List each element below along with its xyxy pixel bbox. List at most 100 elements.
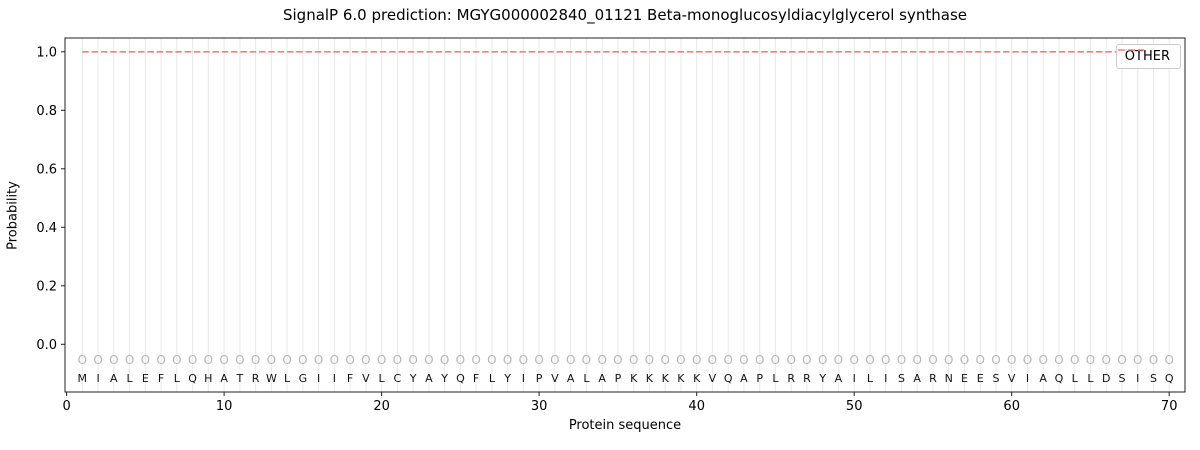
sequence-letter: A: [913, 372, 921, 385]
legend-label-other: OTHER: [1124, 49, 1170, 64]
residue-tag: O: [944, 353, 953, 367]
residue-tag: O: [251, 353, 260, 367]
residue-tag: O: [534, 353, 543, 367]
y-tick-label: 0.0: [36, 338, 57, 353]
residue-tag: O: [298, 353, 307, 367]
residue-tag: O: [219, 353, 228, 367]
sequence-letter: K: [646, 372, 654, 385]
chart-title: SignalP 6.0 prediction: MGYG000002840_01…: [282, 6, 968, 24]
residue-tag: O: [267, 353, 276, 367]
residue-tag: O: [1023, 353, 1032, 367]
residue-tag: O: [1054, 353, 1063, 367]
sequence-letter: M: [78, 372, 88, 385]
sequence-letter: I: [1136, 372, 1139, 385]
residue-tag: O: [1038, 353, 1047, 367]
y-tick-label: 0.4: [36, 221, 57, 236]
residue-tag: O: [314, 353, 323, 367]
residue-tag: O: [1117, 353, 1126, 367]
residue-tag: O: [487, 353, 496, 367]
residue-tag: O: [755, 353, 764, 367]
residue-tag: O: [1133, 353, 1142, 367]
sequence-letter: K: [693, 372, 701, 385]
residue-tag: O: [361, 353, 370, 367]
sequence-letter: V: [551, 372, 559, 385]
sequence-letter: S: [1150, 372, 1157, 385]
residue-tag: O: [1086, 353, 1095, 367]
sequence-letter: L: [174, 372, 181, 385]
residue-tag: O: [597, 353, 606, 367]
sequence-letter: R: [787, 372, 795, 385]
sequence-letter: I: [1026, 372, 1029, 385]
sequence-letter: L: [1072, 372, 1079, 385]
residue-tag: O: [975, 353, 984, 367]
residue-tag: O: [802, 353, 811, 367]
residue-tag: O: [503, 353, 512, 367]
sequence-letter: A: [740, 372, 748, 385]
residue-tag: O: [566, 353, 575, 367]
plot-border: [64, 37, 1186, 393]
sequence-letter: I: [853, 372, 856, 385]
sequence-letter: I: [96, 372, 99, 385]
residue-tag: O: [849, 353, 858, 367]
sequence-letter: Y: [503, 372, 511, 385]
sequence-letter: K: [662, 372, 670, 385]
sequence-letter: V: [1008, 372, 1016, 385]
residue-tag: O: [629, 353, 638, 367]
residue-tag: O: [786, 353, 795, 367]
y-tick-label: 1.0: [36, 45, 57, 60]
sequence-letter: Q: [456, 372, 465, 385]
sequence-letter: F: [473, 372, 479, 385]
residue-tag: O: [771, 353, 780, 367]
x-tick-label: 30: [531, 399, 548, 414]
residue-tag: O: [408, 353, 417, 367]
residue-tag: O: [1149, 353, 1158, 367]
sequence-letter: T: [236, 372, 244, 385]
residue-tag: O: [424, 353, 433, 367]
residue-tag: O: [834, 353, 843, 367]
residue-tag: O: [282, 353, 291, 367]
residue-tag: O: [109, 353, 118, 367]
residue-tag: O: [1007, 353, 1016, 367]
residue-tag: O: [676, 353, 685, 367]
sequence-letter: A: [567, 372, 575, 385]
sequence-letter: Y: [440, 372, 448, 385]
sequence-letter: N: [945, 372, 953, 385]
sequence-letter: Y: [818, 372, 826, 385]
residue-tag: O: [125, 353, 134, 367]
sequence-letter: W: [266, 372, 277, 385]
x-tick-label: 40: [688, 399, 705, 414]
sequence-letter: A: [835, 372, 843, 385]
residue-tag: O: [960, 353, 969, 367]
x-axis: 0 10 20 30 40 50 60 70: [62, 392, 1177, 414]
residue-tag: O: [912, 353, 921, 367]
x-tick-label: 10: [216, 399, 233, 414]
sequence-letter: Q: [1165, 372, 1174, 385]
sequence-letter: R: [252, 372, 260, 385]
sequence-letter: Q: [724, 372, 733, 385]
residue-tag: O: [897, 353, 906, 367]
residue-tag: O: [1164, 353, 1173, 367]
residue-tag: O: [660, 353, 669, 367]
sequence-letter: L: [284, 372, 291, 385]
sequence-letter: L: [772, 372, 779, 385]
grid: [81, 38, 1170, 392]
sequence-letter: G: [299, 372, 308, 385]
y-tick-label: 0.8: [36, 104, 57, 119]
residue-tag: O: [550, 353, 559, 367]
sequence-letter: L: [489, 372, 496, 385]
sequence-letter: F: [347, 372, 353, 385]
x-tick-label: 20: [373, 399, 390, 414]
sequence-letter: L: [583, 372, 590, 385]
residue-tag: O: [471, 353, 480, 367]
residue-tag: O: [172, 353, 181, 367]
sequence-letter: E: [961, 372, 968, 385]
residue-tag: O: [440, 353, 449, 367]
residue-tag: O: [1101, 353, 1110, 367]
sequence-letter: R: [803, 372, 811, 385]
y-axis: 0.0 0.2 0.4 0.6 0.8 1.0: [36, 45, 65, 353]
x-axis-label: Protein sequence: [568, 418, 682, 433]
sequence-letter: I: [317, 372, 320, 385]
